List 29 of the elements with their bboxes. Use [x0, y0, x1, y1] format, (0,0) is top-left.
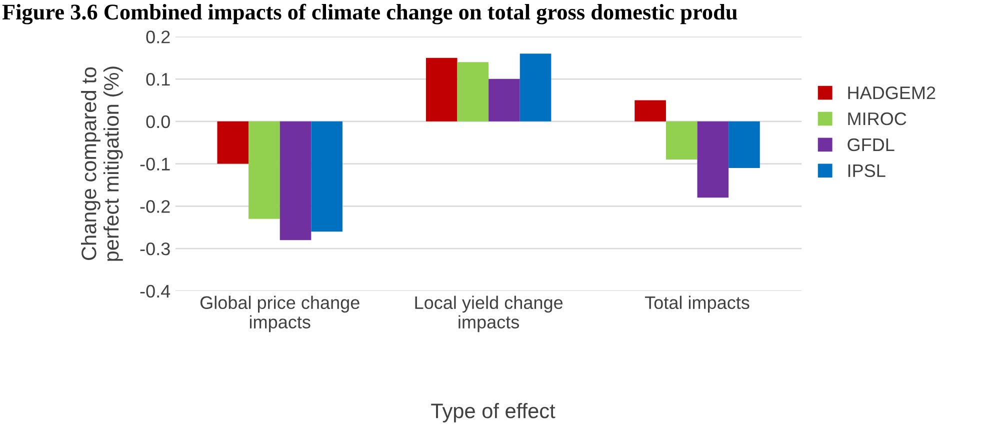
x-tick-label: Global price change impacts — [200, 296, 360, 332]
bar — [457, 62, 489, 122]
bar — [426, 58, 458, 122]
x-tick-label: Local yield change impacts — [415, 296, 563, 332]
x-tick-label: Total impacts — [645, 296, 750, 313]
y-tick-label: 0.0 — [146, 115, 170, 128]
chart-title: Figure 3.6 Combined impacts of climate change on total gross domestic produ — [2, 4, 738, 24]
y-tick-label: -0.2 — [140, 200, 170, 213]
y-tick-label: 0.2 — [146, 30, 170, 44]
y-tick-label: -0.4 — [140, 284, 170, 298]
legend-label: IPSL — [848, 164, 886, 178]
bar — [520, 54, 552, 122]
y-tick-label: 0.1 — [146, 72, 170, 86]
legend-label: GFDL — [848, 138, 894, 152]
bar — [217, 121, 249, 164]
y-axis-title: Change compared to perfect mitigation (%) — [81, 66, 123, 261]
bar — [280, 121, 312, 240]
y-tick-label: -0.1 — [140, 158, 170, 170]
x-axis-title: Type of effect — [431, 402, 556, 422]
bar — [666, 121, 698, 160]
y-tick-label: -0.3 — [140, 242, 170, 256]
bar — [697, 121, 729, 198]
legend-label: MIROC — [848, 112, 906, 126]
bar — [634, 100, 666, 122]
bar — [488, 79, 520, 122]
legend-label: HADGEM2 — [848, 86, 936, 100]
bar — [248, 121, 280, 219]
bar — [728, 121, 760, 168]
bar — [311, 121, 342, 232]
